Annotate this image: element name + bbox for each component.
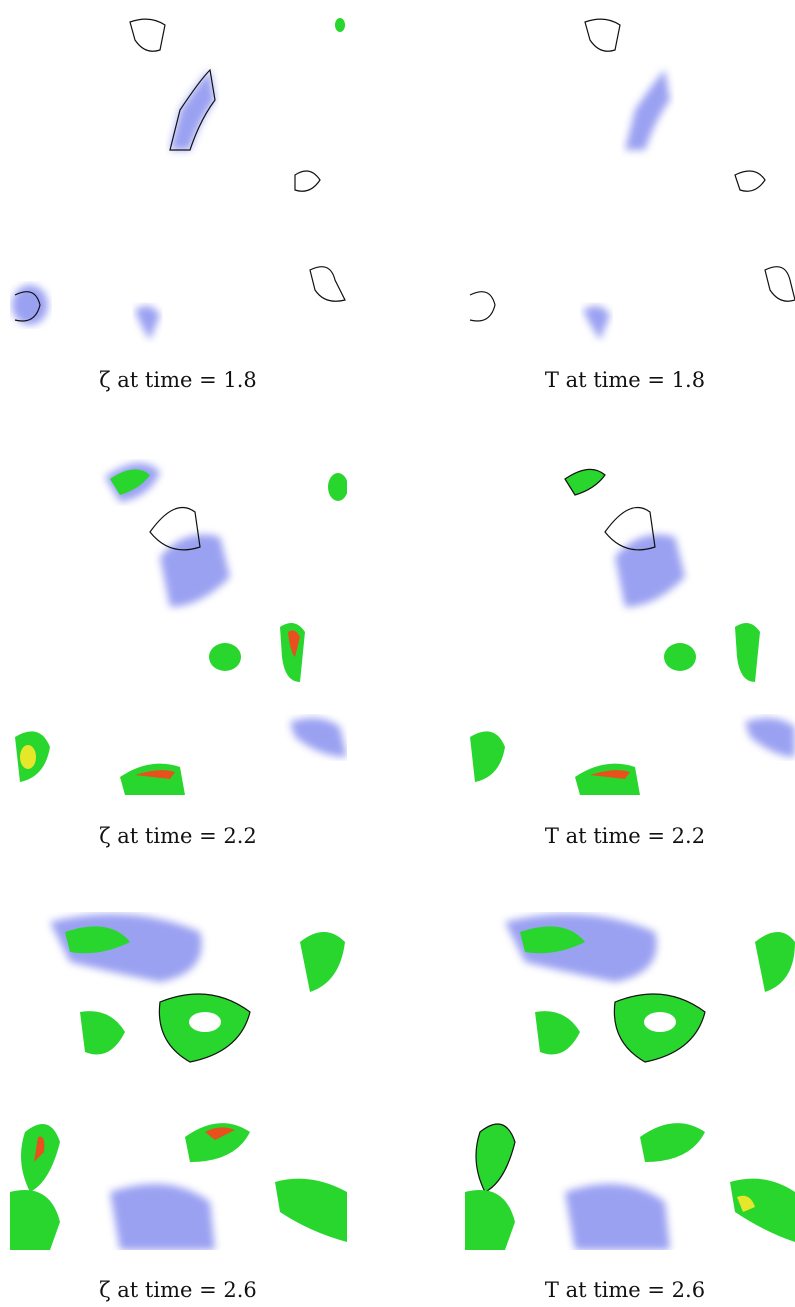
blob bbox=[20, 745, 36, 769]
blob bbox=[664, 643, 696, 671]
caption: T at time = 2.6 bbox=[455, 1278, 795, 1302]
contour bbox=[295, 171, 320, 191]
contour bbox=[130, 19, 165, 51]
blob bbox=[735, 623, 760, 682]
caption: ζ at time = 2.2 bbox=[8, 824, 348, 848]
field-plot bbox=[465, 912, 795, 1250]
field-plot bbox=[465, 0, 795, 350]
blob bbox=[120, 764, 185, 795]
caption: T at time = 1.8 bbox=[455, 368, 795, 392]
blob bbox=[625, 70, 670, 150]
page: html, body { margin: 0; padding: 0; back… bbox=[0, 0, 795, 1307]
contour bbox=[585, 19, 620, 51]
blob bbox=[615, 535, 685, 608]
figure: {"panels": [ {"caption": "ζ at time = 1.… bbox=[0, 0, 795, 1307]
field-plot bbox=[10, 0, 347, 350]
blob bbox=[290, 718, 347, 757]
blob bbox=[110, 1184, 215, 1250]
blob bbox=[209, 643, 241, 671]
blob bbox=[465, 1190, 515, 1250]
blob bbox=[755, 932, 795, 992]
hole bbox=[644, 1012, 676, 1032]
contour bbox=[735, 171, 765, 191]
caption: T at time = 2.2 bbox=[455, 824, 795, 848]
blob bbox=[160, 535, 230, 608]
blob bbox=[583, 306, 610, 340]
contour bbox=[470, 292, 495, 321]
hole bbox=[189, 1012, 221, 1032]
blob bbox=[476, 1124, 515, 1192]
field-plot bbox=[465, 457, 795, 795]
blob bbox=[535, 1011, 580, 1054]
blob bbox=[335, 18, 345, 32]
caption: ζ at time = 1.8 bbox=[8, 368, 348, 392]
blob bbox=[575, 764, 640, 795]
blob bbox=[300, 932, 345, 992]
blob bbox=[640, 1123, 705, 1162]
blob bbox=[80, 1011, 125, 1054]
blob bbox=[21, 1124, 60, 1192]
blob bbox=[565, 1184, 670, 1250]
blob bbox=[470, 731, 505, 782]
field-plot bbox=[10, 912, 347, 1250]
blob bbox=[275, 1179, 347, 1242]
blob bbox=[730, 1179, 795, 1242]
blob bbox=[135, 306, 160, 340]
blob bbox=[745, 718, 795, 757]
blob bbox=[328, 473, 347, 501]
contour bbox=[310, 267, 345, 302]
field-plot bbox=[10, 457, 347, 795]
contour bbox=[765, 267, 795, 302]
blob bbox=[10, 1190, 60, 1250]
caption: ζ at time = 2.6 bbox=[8, 1278, 348, 1302]
